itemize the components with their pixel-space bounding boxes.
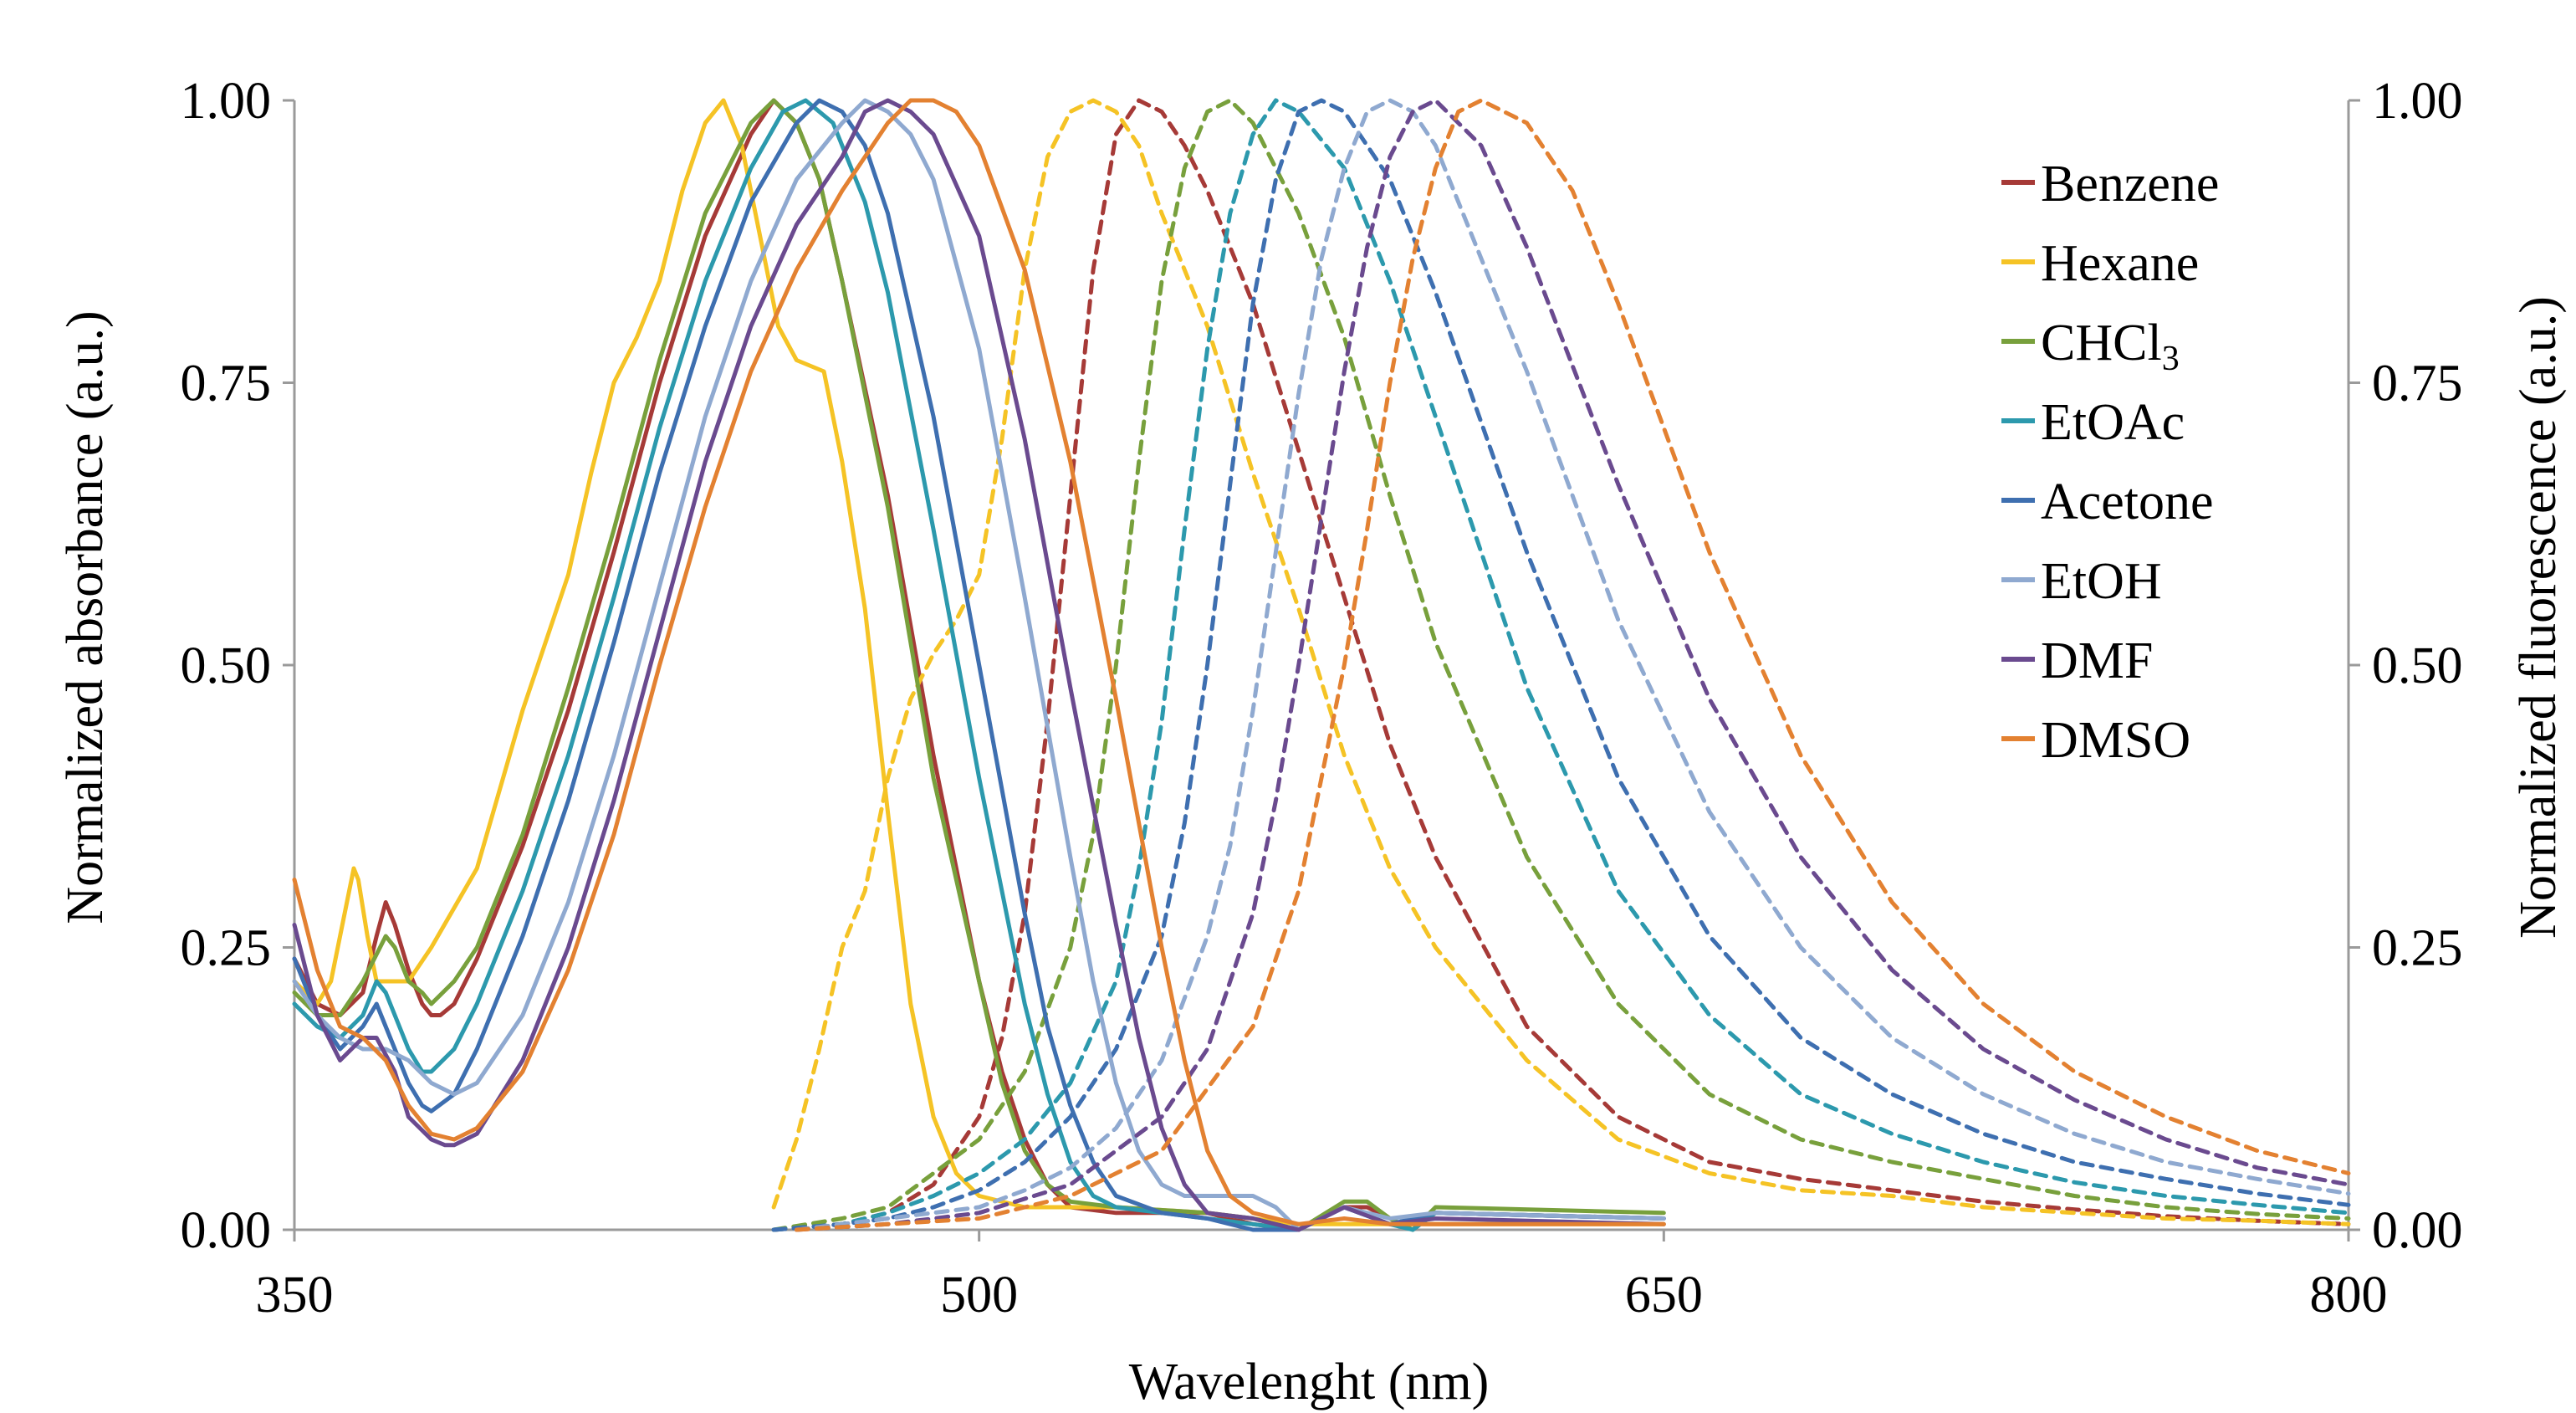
absorbance-line-acetone [292,98,1666,1232]
absorbance-line-etoac [292,98,1666,1232]
y-tick-label-right: 0.00 [2372,1202,2463,1259]
plot-area [292,98,2351,1232]
legend-label: DMF [2041,632,2153,689]
fluorescence-line-etoac [771,98,2351,1232]
y-tick-label-right: 0.25 [2372,920,2463,977]
absorbance-line-dmf [292,98,1666,1232]
fluorescence-line-hexane [771,98,2351,1226]
legend-item-benzene: Benzene [2001,156,2219,212]
legend-label: DMSO [2041,712,2190,769]
y-tick-label-left: 0.50 [181,637,272,694]
legend-item-etoh: EtOH [2001,553,2162,610]
legend: Benzene Hexane CHCl3 EtOAc Acetone EtOH … [2001,156,2219,769]
legend-label: Acetone [2041,474,2214,530]
tick-labels: 0.00 0.00 0.25 0.25 0.50 0.50 0.75 0.75 1.00 1.00… [181,73,2463,1323]
legend-item-dmso: DMSO [2001,712,2190,769]
y-tick-label-left: 0.00 [181,1202,272,1259]
y-axis-right-title: Normalized fluorescence (a.u.) [2510,296,2567,939]
x-axis-title: Wavelenght (nm) [1129,1354,1490,1410]
fluorescence-line-dmf [794,98,2351,1232]
legend-label: Hexane [2041,235,2199,292]
fluorescence-line-dmso [794,98,2351,1232]
y-tick-label-right: 0.50 [2372,637,2463,694]
legend-label: Benzene [2041,156,2219,212]
x-tick-label: 650 [1625,1267,1703,1323]
fluorescence-line-benzene [771,98,2351,1232]
legend-label: EtOAc [2041,394,2185,451]
legend-item-dmf: DMF [2001,632,2153,689]
legend-item-etoac: EtOAc [2001,394,2185,451]
y-tick-label-left: 0.25 [181,920,272,977]
x-tick-label: 800 [2310,1267,2388,1323]
fluorescence-line-chcl3 [771,98,2351,1232]
y-tick-label-right: 0.75 [2372,356,2463,412]
y-tick-label-left: 0.75 [181,356,272,412]
legend-item-chcl3: CHCl3 [2001,315,2180,378]
y-axis-left-title: Normalized absorbance (a.u.) [57,310,114,924]
legend-label-chcl3: CHCl3 [2041,315,2180,378]
absorbance-line-dmso [292,98,1666,1226]
y-tick-label-left: 1.00 [181,73,272,130]
legend-item-acetone: Acetone [2001,474,2214,530]
axes [283,99,2360,1241]
fluorescence-line-etoh [794,98,2351,1232]
legend-label: EtOH [2041,553,2162,610]
absorbance-line-etoh [292,98,1666,1232]
y-tick-label-right: 1.00 [2372,73,2463,130]
fluorescence-line-acetone [771,98,2351,1232]
absorbance-line-hexane [292,98,1666,1226]
x-tick-label: 350 [256,1267,334,1323]
legend-item-hexane: Hexane [2001,235,2199,292]
x-tick-label: 500 [940,1267,1018,1323]
